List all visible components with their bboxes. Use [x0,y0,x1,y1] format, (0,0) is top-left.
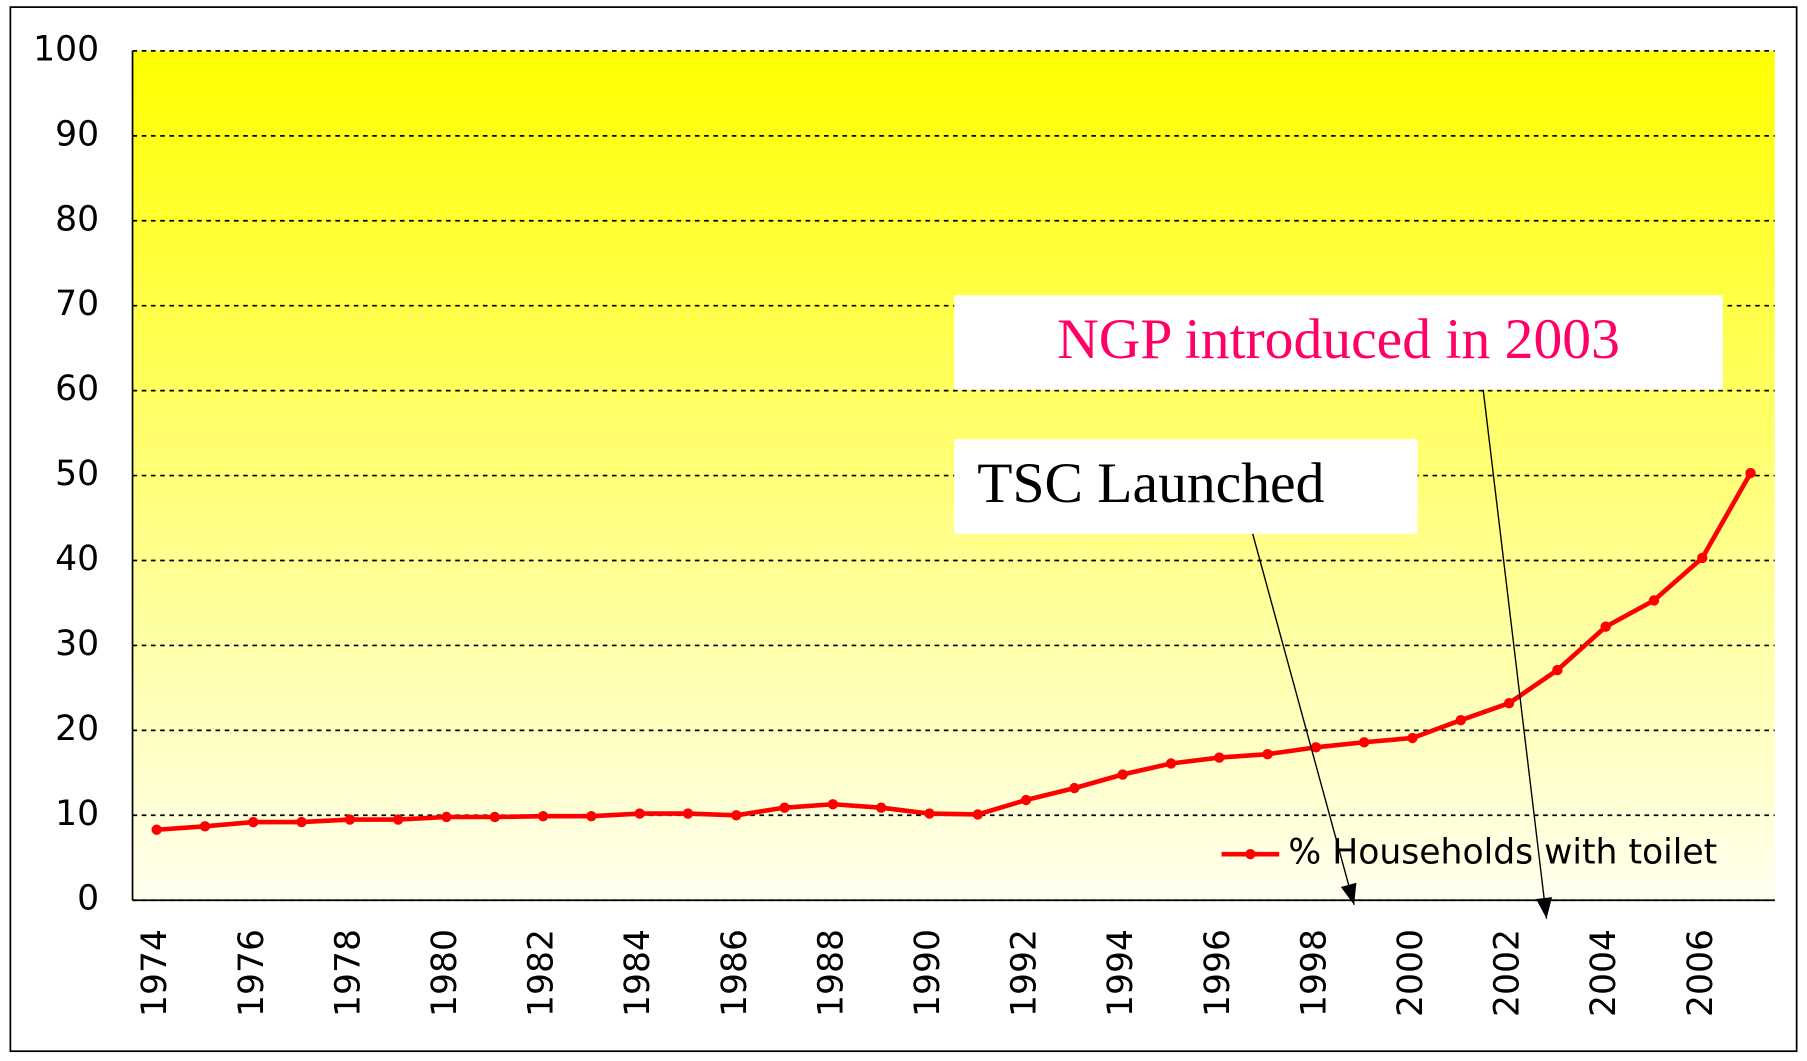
data-point [537,810,549,822]
data-point [1600,621,1611,632]
series-line [156,471,1753,833]
x-tick-label: 1986 [715,929,755,1017]
x-tick-label: 1996 [1198,929,1238,1017]
data-point [151,824,162,835]
data-point [634,808,645,819]
x-tick-label: 1974 [135,929,175,1017]
x-tick-label: 2002 [1488,929,1528,1017]
data-point [344,814,356,825]
data-point [1745,467,1756,479]
legend-marker [1245,848,1256,860]
x-tick-label: 1998 [1294,929,1334,1017]
legend-label: % Households with toilet [1288,833,1717,873]
data-point [924,808,935,819]
y-tick-label: 90 [55,114,99,154]
x-tick-label: 1976 [232,929,272,1017]
data-point [489,811,500,823]
data-point [972,809,983,820]
data-point [1310,742,1322,753]
y-tick-label: 70 [55,284,99,324]
data-point [875,802,887,813]
data-point [1069,782,1080,794]
arrow-head [1536,897,1553,919]
annotation-text: NGP introduced in 2003 [1057,308,1620,371]
data-point [1407,732,1418,744]
y-tick-label: 30 [55,624,99,664]
x-tick-label: 2000 [1391,929,1431,1017]
annotation-text: TSC Launched [977,452,1324,515]
data-point [779,802,790,813]
x-tick-label: 2004 [1584,929,1624,1017]
annotation-box [954,295,1723,390]
data-point [586,810,597,822]
x-tick-label: 1994 [1101,929,1141,1017]
arrow-head [1340,882,1357,905]
y-tick-label: 50 [55,454,99,494]
annotation-arrow [1252,533,1355,906]
data-point [392,814,404,825]
data-point [1165,758,1177,769]
data-point [248,816,259,828]
data-point [731,810,742,821]
annotation-arrow [1482,389,1548,919]
y-tick-label: 10 [55,794,99,834]
x-tick-label: 2006 [1681,929,1721,1017]
data-point [1358,737,1370,748]
x-tick-label: 1988 [811,929,851,1017]
y-tick-label: 60 [55,369,99,409]
data-point [1503,698,1515,709]
x-tick-label: 1982 [522,929,562,1017]
y-tick-label: 100 [33,29,99,69]
y-tick-label: 40 [55,539,99,579]
data-point [296,816,307,828]
data-point [199,821,211,832]
data-point [1117,769,1128,780]
data-point [1262,748,1273,760]
data-point [1697,552,1708,564]
annotation-box [954,439,1418,534]
data-point [1020,794,1032,806]
y-tick-label: 20 [55,709,99,749]
data-point [827,799,839,810]
y-tick-label: 80 [55,199,99,239]
x-tick-label: 1978 [328,929,368,1017]
x-tick-label: 1992 [1005,929,1045,1017]
x-tick-label: 1990 [908,929,948,1017]
data-point [682,808,694,819]
x-tick-label: 1980 [425,929,465,1017]
data-point [1455,714,1466,726]
x-tick-label: 1984 [618,929,658,1017]
y-tick-label: 0 [77,879,99,919]
data-point [1214,752,1225,763]
data-point [1552,664,1563,676]
data-point [1648,595,1660,606]
data-point [441,811,452,823]
